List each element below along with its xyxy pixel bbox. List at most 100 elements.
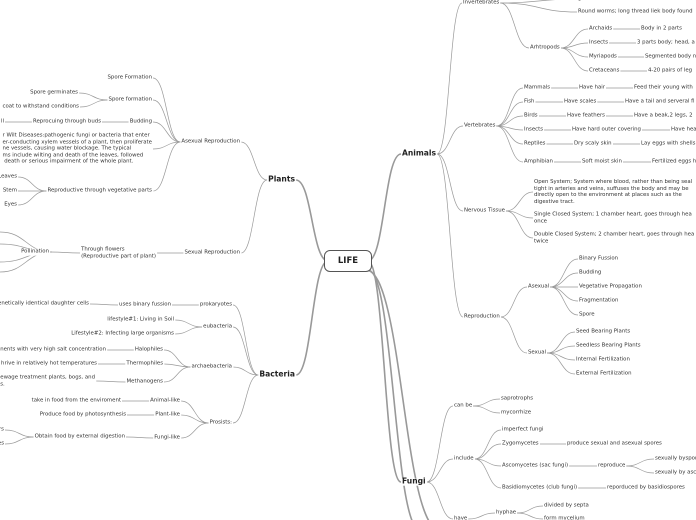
node-animals-internal[interactable]: Internal Fertilization bbox=[575, 356, 631, 364]
node-plants-budding[interactable]: Budding bbox=[128, 118, 153, 126]
node-bacteria-animal[interactable]: Animal-like bbox=[149, 397, 181, 405]
node-animals-vinsects-2[interactable]: Have hea bbox=[670, 126, 696, 134]
node-bacteria-animal-d[interactable]: take in food from the enviroment bbox=[30, 397, 122, 405]
node-animals-mammals-2[interactable]: Feed their young with bbox=[633, 84, 694, 92]
node-plants-germinates[interactable]: Spore germinates bbox=[29, 89, 79, 97]
node-bacteria-daughter[interactable]: enetically identical daughter cells bbox=[0, 300, 90, 308]
node-plants-sexual[interactable]: Sexual Reproduction bbox=[183, 249, 241, 257]
node-fungi-asco[interactable]: Ascomycetes (sac fungi) bbox=[501, 462, 570, 470]
node-animals-reproduction[interactable]: Reproduction bbox=[463, 313, 501, 321]
node-animals-birds-1[interactable]: Have feathers bbox=[566, 112, 606, 120]
node-plants-flowers[interactable]: Through flowers (Reproductive part of pl… bbox=[80, 246, 157, 260]
node-plants-pollination[interactable]: Pollination bbox=[20, 248, 50, 256]
node-animals-vinsects[interactable]: Insects bbox=[523, 126, 545, 134]
node-bacteria-fussion[interactable]: uses binary fussion bbox=[118, 301, 172, 309]
node-animals-reptiles-2[interactable]: Lay eggs with shells bbox=[640, 140, 696, 148]
node-bacteria-rs[interactable]: rs bbox=[0, 426, 5, 434]
node-bacteria-methano[interactable]: Methanogens bbox=[125, 378, 164, 386]
node-fungi-hyphae[interactable]: hyphae bbox=[495, 509, 518, 517]
node-animals-nervous[interactable]: Nervous Tissue bbox=[463, 207, 506, 215]
node-bacteria-life2[interactable]: Lifestyle#2: Infecting large organisms bbox=[70, 330, 175, 338]
node-animals-sea[interactable]: grounds of the sea bbox=[577, 0, 630, 3]
node-animals-label[interactable]: Animals bbox=[401, 148, 438, 158]
node-bacteria-es[interactable]: es bbox=[0, 440, 5, 448]
node-animals-fish-1[interactable]: Have scales bbox=[563, 98, 598, 106]
node-animals-archaids-d[interactable]: Body in 2 parts bbox=[640, 25, 683, 33]
node-plants-spore-formation1[interactable]: Spore Formation bbox=[106, 74, 153, 82]
node-fungi-mycorrhize[interactable]: mycorrhize bbox=[500, 409, 533, 417]
node-animals-seed[interactable]: Seed Bearing Plants bbox=[575, 328, 632, 336]
node-plants-asexual[interactable]: Asexual Reproduction bbox=[180, 138, 241, 146]
node-bacteria-fungi[interactable]: Fungi-like bbox=[153, 434, 181, 442]
node-plants-spore-formation2[interactable]: Spore formation bbox=[107, 96, 153, 104]
node-animals-roundworms[interactable]: Round worms; long thread liek body found bbox=[577, 8, 694, 16]
node-animals-archaids[interactable]: Archaids bbox=[588, 25, 614, 33]
node-plants-buds[interactable]: Reprocuing through buds bbox=[31, 118, 102, 126]
node-fungi-mycelium[interactable]: form mycelium bbox=[543, 515, 586, 520]
node-animals-birds[interactable]: Birds bbox=[523, 112, 539, 120]
node-bacteria-fungi-d[interactable]: Obtain food by external digestion bbox=[33, 433, 126, 441]
node-animals-insects-d[interactable]: 3 parts body; head, a bbox=[636, 39, 696, 47]
node-animals-open[interactable]: Open System; System where blood, rather … bbox=[533, 178, 694, 206]
node-bacteria-life1[interactable]: lifestyle#1: Living in Soil bbox=[106, 316, 175, 324]
node-animals-mammals[interactable]: Mammals bbox=[523, 84, 552, 92]
node-animals-fish-2[interactable]: Have a tail and serveral fi bbox=[624, 98, 696, 106]
node-fungi-have[interactable]: have bbox=[453, 515, 469, 520]
node-animals-reptiles-1[interactable]: Dry scaly skin bbox=[573, 140, 613, 148]
node-plants-wilt[interactable]: r Wilt Diseases:pathogenic fungi or bact… bbox=[1, 132, 153, 166]
node-animals-fragmentation[interactable]: Fragmentation bbox=[578, 297, 620, 305]
node-animals-seedless[interactable]: Seedless Bearing Plants bbox=[575, 342, 642, 350]
node-animals-budding[interactable]: Budding bbox=[578, 269, 603, 277]
node-bacteria-archae[interactable]: archaebacteria bbox=[190, 363, 233, 371]
node-bacteria-plant-d[interactable]: Produce food by photosynthesis bbox=[38, 411, 127, 419]
node-animals-fish[interactable]: Fish bbox=[523, 98, 536, 106]
node-fungi-saprotrophs[interactable]: saprotrophs bbox=[500, 395, 535, 403]
node-bacteria-thermo-d[interactable]: hrive in relatively hot temperatures bbox=[0, 360, 98, 368]
node-fungi-label[interactable]: Fungi bbox=[401, 476, 427, 486]
node-animals-spore[interactable]: Spore bbox=[578, 311, 596, 319]
node-animals-arthropods[interactable]: Arhtropods bbox=[529, 44, 561, 52]
node-fungi-reproduce[interactable]: reproduce bbox=[597, 462, 627, 470]
node-fungi-bysporo[interactable]: sexually bysporo bbox=[654, 455, 696, 463]
node-animals-binary[interactable]: Binary Fussion bbox=[578, 255, 620, 263]
node-animals-myriapods[interactable]: Myriapods bbox=[588, 53, 618, 61]
node-bacteria-eubacteria[interactable]: eubacteria bbox=[202, 323, 233, 331]
node-animals-myriapods-d[interactable]: Segmented body n bbox=[644, 53, 696, 61]
node-animals-cretaceans-d[interactable]: 4-20 pairs of leg bbox=[647, 67, 694, 75]
node-animals-single[interactable]: Single Closed System; 1 chamber heart, g… bbox=[533, 211, 693, 225]
node-bacteria-methano-d[interactable]: ewage treatment plants, bogs, and s. bbox=[0, 374, 96, 388]
node-plants-coat[interactable]: coat to withstand conditions bbox=[1, 103, 80, 111]
node-animals-double[interactable]: Double Closed System; 2 chamber heart, g… bbox=[533, 231, 696, 245]
node-animals-insects[interactable]: Insects bbox=[588, 39, 610, 47]
node-fungi-zygo[interactable]: Zygomycetes bbox=[501, 440, 540, 448]
node-bacteria-halo[interactable]: Halophiles bbox=[133, 346, 164, 354]
node-fungi-include[interactable]: include bbox=[453, 455, 475, 463]
node-bacteria-prokaryotes[interactable]: prokaryotes bbox=[198, 301, 233, 309]
node-animals-amphibian-1[interactable]: Soft moist skin bbox=[581, 158, 623, 166]
node-plants-ll[interactable]: ll bbox=[0, 118, 5, 126]
node-plants-vegparts[interactable]: Reproductive through vegetative parts bbox=[46, 187, 153, 195]
node-fungi-imperfect[interactable]: imperfect fungi bbox=[501, 426, 545, 434]
node-animals-vinsects-1[interactable]: Have hard outer covering bbox=[571, 126, 642, 134]
node-animals-reptiles[interactable]: Reptiles bbox=[523, 140, 547, 148]
node-plants-eyes[interactable]: Eyes bbox=[3, 201, 18, 209]
node-fungi-canbe[interactable]: can be bbox=[453, 402, 474, 410]
node-bacteria-plant[interactable]: Plant-like bbox=[154, 411, 181, 419]
node-bacteria-halo-d[interactable]: nents with very high salt concentration bbox=[0, 346, 107, 354]
node-plants-label[interactable]: Plants bbox=[267, 174, 296, 184]
node-fungi-septa[interactable]: divided by septa bbox=[543, 502, 590, 510]
node-animals-sexual[interactable]: Sexual bbox=[527, 349, 548, 357]
node-animals-cretaceans[interactable]: Cretaceans bbox=[588, 67, 621, 75]
node-plants-stem[interactable]: Stem bbox=[1, 187, 18, 195]
node-bacteria-prosists[interactable]: Prosists: bbox=[208, 419, 233, 427]
node-plants-leaves[interactable]: Leaves bbox=[0, 173, 18, 181]
node-animals-vertebrates[interactable]: Vertebrates bbox=[463, 122, 497, 130]
node-animals-vegetative[interactable]: Vegetative Propagation bbox=[578, 283, 643, 291]
node-animals-birds-2[interactable]: Have a beak,2 legs, 2 bbox=[633, 112, 694, 120]
node-fungi-byasc[interactable]: sexually by asc bbox=[654, 469, 696, 477]
node-bacteria-label[interactable]: Bacteria bbox=[258, 369, 296, 379]
node-animals-mammals-1[interactable]: Have hair bbox=[578, 84, 607, 92]
node-animals-amphibian[interactable]: Amphibian bbox=[523, 158, 554, 166]
node-fungi-zygo-d[interactable]: produce sexual and asexual spores bbox=[566, 440, 663, 448]
node-fungi-basidio-d[interactable]: reporduced by basidiospores bbox=[606, 484, 686, 492]
